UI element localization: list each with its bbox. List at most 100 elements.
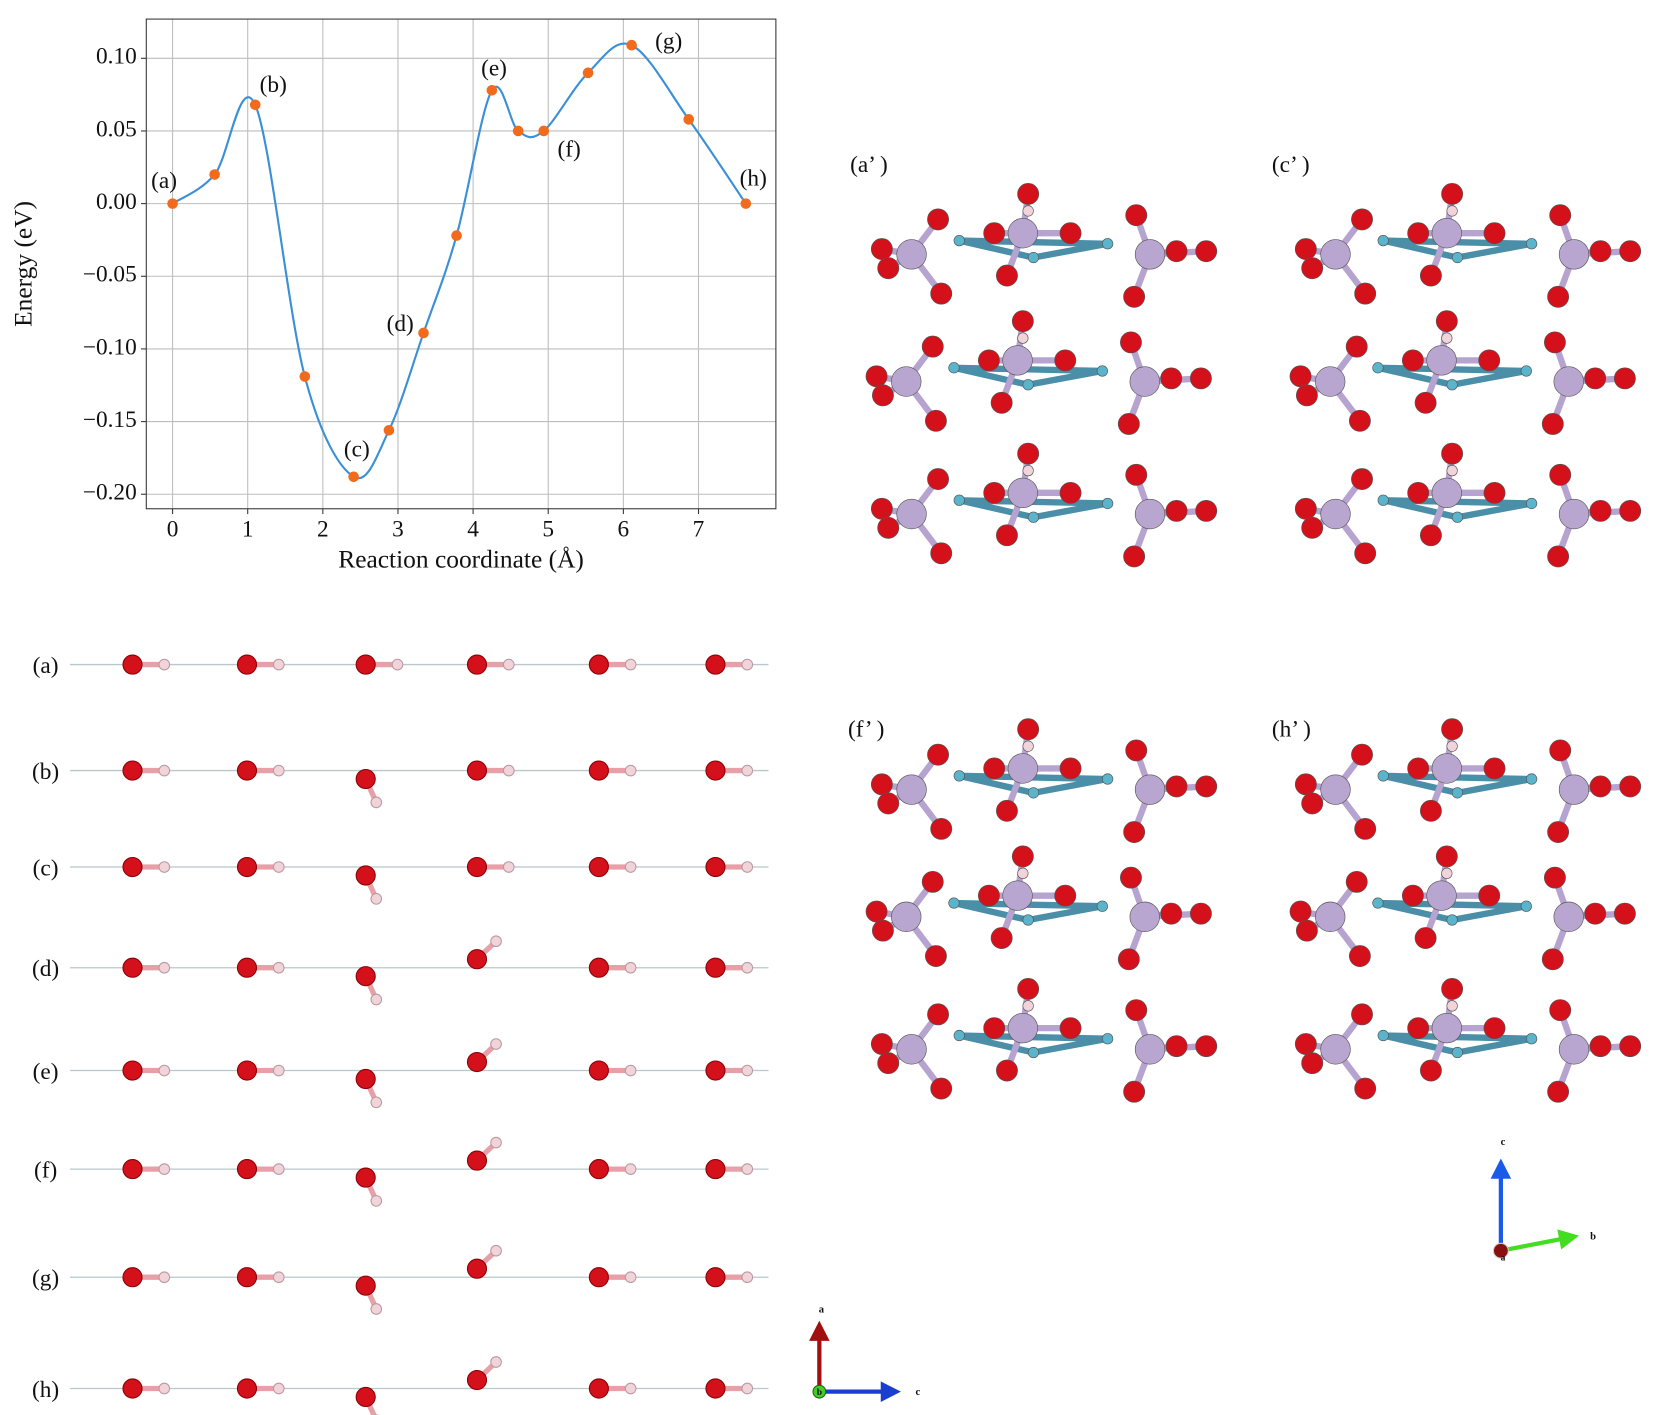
arrow-head [1490, 1158, 1512, 1179]
data-point [383, 424, 395, 436]
phosphorus-atom [1426, 880, 1457, 911]
oxygen-atom [1289, 365, 1312, 388]
oxygen-atom [1549, 739, 1572, 762]
metal-atom [1525, 773, 1538, 785]
oxygen-atom [921, 870, 944, 893]
hydrogen-atom [1446, 740, 1458, 752]
phosphorus-atom [1134, 1034, 1166, 1065]
phosphorus-atom [1431, 477, 1462, 509]
arrow-head [809, 1320, 830, 1341]
metal-atom [1377, 1029, 1389, 1042]
oxygen-atom [870, 497, 893, 520]
oxygen-atom [1017, 183, 1040, 205]
hydrogen-atom [490, 1244, 502, 1257]
oxygen-atom [1441, 718, 1464, 741]
crystal-structure [865, 718, 1218, 1103]
phosphorus-atom [1431, 1012, 1462, 1044]
metal-atom [1451, 1046, 1464, 1059]
hydrogen-atom [158, 961, 171, 974]
oxygen-atom [978, 884, 1000, 907]
oxygen-atom [930, 817, 953, 840]
hydrogen-atom [1446, 205, 1458, 217]
data-point [740, 198, 752, 209]
phosphorus-atom [896, 239, 927, 270]
oxygen-atom [236, 654, 258, 675]
y-axis-label: Energy (eV) [8, 201, 37, 327]
hydrogen-atom [272, 764, 285, 777]
oxygen-atom [466, 949, 488, 970]
metal-atom [953, 494, 965, 506]
oxygen-atom [1619, 775, 1642, 798]
oxygen-atom [1619, 499, 1642, 522]
metal-atom [1446, 379, 1458, 391]
oxygen-atom [466, 760, 488, 781]
hydrogen-atom [741, 861, 754, 873]
oxygen-atom [1123, 1080, 1146, 1103]
oxygen-atom [1289, 900, 1312, 923]
oxygen-atom [1301, 257, 1324, 280]
hydrogen-atom [370, 993, 383, 1006]
oxygen-atom [1348, 409, 1371, 432]
phosphorus-atom [1553, 901, 1584, 932]
data-point [582, 67, 594, 79]
oxygen-atom [1354, 282, 1377, 305]
oxygen-atom [978, 349, 1000, 372]
phosphorus-atom [1129, 901, 1160, 932]
hydrogen-atom [502, 861, 515, 873]
metal-atom [1102, 497, 1114, 510]
oxygen-atom [236, 957, 258, 978]
metal-atom [1520, 900, 1532, 912]
oxygen-atom [1160, 367, 1183, 390]
hydrogen-atom [741, 1271, 754, 1284]
hydrogen-atom [158, 1163, 171, 1175]
hydrogen-atom [1022, 740, 1034, 752]
phosphorus-atom [1320, 239, 1351, 270]
hydrogen-atom [1446, 1000, 1458, 1012]
phosphorus-atom [896, 498, 927, 530]
axis-letter: b [817, 1388, 822, 1398]
oxygen-atom [1351, 743, 1373, 766]
oxygen-atom [236, 1159, 258, 1180]
oxygen-atom [1195, 1035, 1218, 1058]
phosphorus-atom [1315, 901, 1346, 932]
hydrogen-atom [158, 1382, 171, 1395]
metal-atom [1451, 251, 1464, 264]
hydrogen-atom [624, 764, 637, 777]
phosphorus-atom [1320, 1034, 1351, 1065]
x-tick-label: 0 [167, 516, 179, 542]
arrow-head [880, 1381, 901, 1402]
y-tick-label: 0.05 [96, 116, 137, 142]
phosphorus-atom [1315, 366, 1346, 397]
axis-letter: c [1501, 1137, 1506, 1148]
oxygen-atom [236, 1267, 258, 1288]
phosphorus-atom [891, 901, 922, 932]
metal-atom [1372, 362, 1384, 374]
metal-atom [1451, 511, 1464, 523]
data-point [512, 125, 524, 137]
oxygen-atom [705, 856, 726, 878]
oxygen-atom [1544, 866, 1566, 889]
data-point [209, 169, 220, 180]
oxygen-atom [1541, 948, 1564, 971]
phosphorus-atom [1134, 239, 1166, 270]
oxygen-atom [1483, 481, 1506, 504]
phosphorus-atom [1320, 498, 1351, 530]
oxygen-atom [877, 257, 900, 280]
row-label: (g) [32, 1266, 59, 1292]
data-point [451, 230, 462, 241]
oxygen-atom [355, 654, 376, 675]
oxygen-atom [865, 365, 888, 388]
oxygen-atom [122, 856, 143, 878]
oxygen-atom [588, 1267, 609, 1288]
metal-atom [1102, 1033, 1114, 1045]
oxygen-atom [1407, 757, 1430, 780]
oxygen-atom [122, 1060, 143, 1081]
oxygen-atom [870, 1033, 893, 1055]
hydrogen-atom [1022, 1000, 1034, 1012]
data-point [626, 39, 637, 51]
hydrogen-atom [490, 1038, 502, 1050]
oxygen-atom [877, 792, 900, 815]
oxygen-atom [1165, 775, 1188, 798]
crystal-structure [1289, 718, 1642, 1103]
oxygen-atom [1613, 902, 1636, 925]
